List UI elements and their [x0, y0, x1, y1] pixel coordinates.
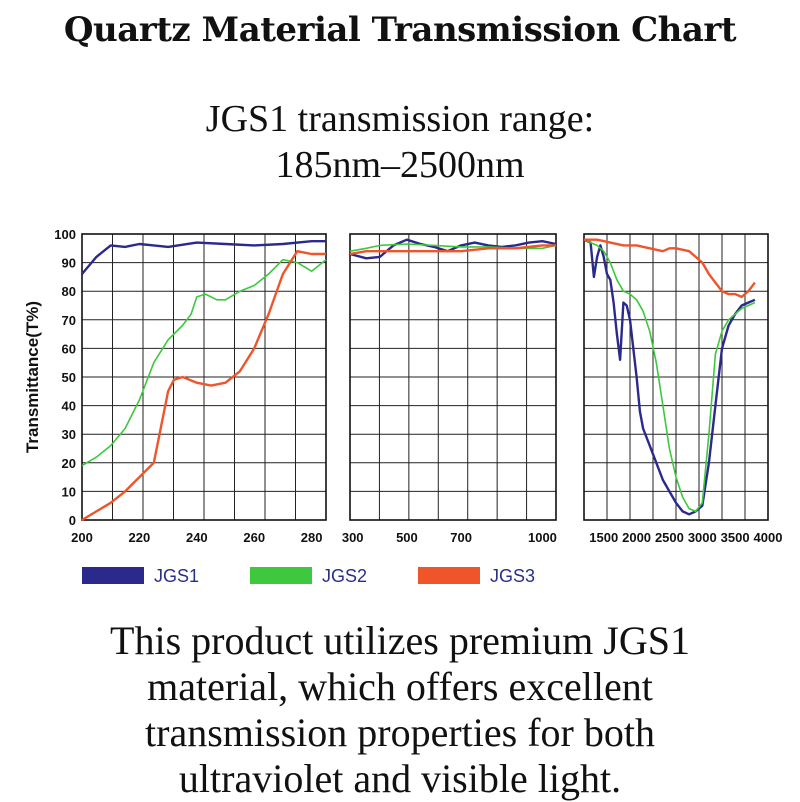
y-tick-label: 50: [62, 370, 76, 385]
y-axis-label: Transmittance(T%): [23, 301, 42, 453]
x-tick-label: 1500: [589, 530, 618, 545]
x-tick-label: 240: [186, 530, 208, 545]
x-tick-label: 220: [129, 530, 151, 545]
y-tick-label: 0: [69, 513, 76, 528]
x-tick-label: 2500: [655, 530, 684, 545]
description-line-3: transmission properties for both: [145, 710, 655, 755]
x-tick-label: 200: [71, 530, 93, 545]
y-tick-label: 90: [62, 256, 76, 271]
series-line-jgs1: [81, 240, 326, 275]
chart-heading: Quartz Material Transmission Chart: [63, 10, 737, 50]
y-tick-label: 60: [62, 341, 76, 356]
transmission-chart: 200 220 240 260 280 300 500 700 1000 1500 2000 2500…: [23, 227, 783, 586]
x-tick-label: 3000: [688, 530, 717, 545]
x-tick-label: 260: [243, 530, 265, 545]
y-tick-label: 10: [62, 484, 76, 499]
series-line-jgs2: [349, 243, 557, 252]
legend-swatch-jgs3: [418, 567, 480, 584]
description: This product utilizes premium JGS1 mater…: [0, 618, 800, 802]
y-tick-label: 30: [62, 427, 76, 442]
x-tick-label: 280: [301, 530, 323, 545]
series-line-jgs2: [81, 258, 327, 467]
y-tick-label: 20: [62, 456, 76, 471]
legend-swatch-jgs1: [82, 567, 144, 584]
y-tick-label: 40: [62, 399, 76, 414]
description-line-4: ultraviolet and visible light.: [178, 756, 622, 801]
x-tick-label: 3500: [721, 530, 750, 545]
x-tick-label: 4000: [754, 530, 783, 545]
plot-frame: [583, 233, 769, 521]
subtitle: JGS1 transmission range: 185nm–2500nm: [0, 96, 800, 188]
subtitle-line-1: JGS1 transmission range:: [205, 98, 595, 140]
legend-label-jgs3: JGS3: [490, 566, 535, 586]
series-line-jgs3: [81, 250, 326, 522]
series-line-jgs3: [584, 238, 756, 299]
legend-label-jgs2: JGS2: [322, 566, 367, 586]
series-line-jgs2: [583, 238, 756, 513]
x-tick-label: 700: [450, 530, 472, 545]
subtitle-line-2: 185nm–2500nm: [275, 144, 525, 186]
x-tick-label: 2000: [622, 530, 651, 545]
plot-frame: [81, 233, 327, 521]
y-tick-label: 80: [62, 284, 76, 299]
series-line-jgs1: [583, 238, 756, 516]
description-line-1: This product utilizes premium JGS1: [110, 618, 690, 663]
x-tick-label: 300: [342, 530, 364, 545]
x-tick-label: 1000: [528, 530, 557, 545]
description-line-2: material, which offers excellent: [147, 664, 653, 709]
legend-swatch-jgs2: [250, 567, 312, 584]
plot-frame: [349, 233, 557, 521]
series-line-jgs3: [349, 244, 556, 256]
y-tick-label: 100: [54, 227, 76, 242]
legend-label-jgs1: JGS1: [154, 566, 199, 586]
x-tick-label: 500: [396, 530, 418, 545]
y-tick-label: 70: [62, 313, 76, 328]
